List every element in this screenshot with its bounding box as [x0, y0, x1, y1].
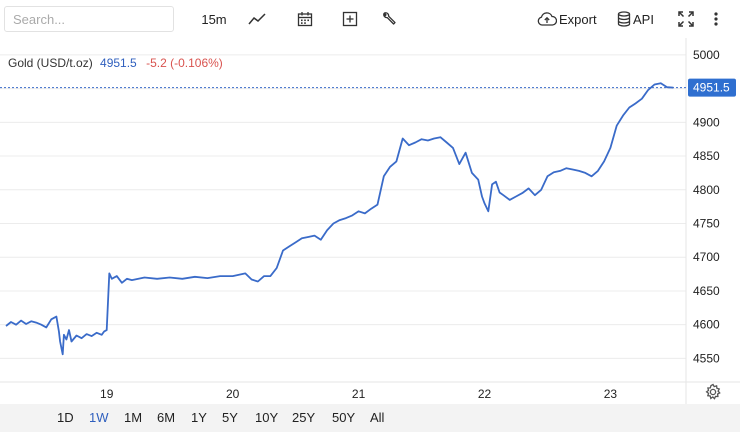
legend-change: -5.2 (-0.106%) — [146, 56, 223, 70]
range-button-1w[interactable]: 1W — [89, 410, 109, 425]
range-button-5y[interactable]: 5Y — [222, 410, 238, 425]
y-tick-label: 5000 — [693, 48, 720, 62]
x-tick-label: 22 — [478, 387, 492, 401]
price-chart[interactable]: 19 20 21 22 23 4550 4600 4650 4700 4750 4800 4850 4… — [0, 38, 740, 404]
last-price-tag: 4951.5 — [688, 78, 736, 97]
range-button-10y[interactable]: 10Y — [255, 410, 279, 425]
y-tick-label: 4650 — [693, 284, 720, 298]
toolbar: 15m Export API — [0, 0, 740, 38]
search-input[interactable] — [4, 6, 174, 32]
price-series-line — [5, 82, 674, 356]
range-button-1y[interactable]: 1Y — [191, 410, 207, 425]
x-tick-label: 23 — [604, 387, 618, 401]
gear-icon[interactable] — [704, 383, 722, 401]
interval-selector[interactable]: 15m — [201, 11, 227, 27]
y-tick-label: 4550 — [693, 351, 720, 365]
database-icon[interactable] — [616, 9, 632, 29]
x-axis: 19 20 21 22 23 — [100, 387, 617, 401]
legend-symbol: Gold (USD/t.oz) — [8, 56, 93, 70]
range-bar — [0, 404, 740, 432]
last-price-tag-bg — [688, 78, 736, 97]
y-tick-label: 4800 — [693, 183, 720, 197]
grid-lines — [0, 38, 740, 404]
api-button[interactable]: API — [633, 11, 654, 27]
more-vertical-icon[interactable] — [708, 9, 724, 29]
cloud-upload-icon[interactable] — [536, 9, 558, 29]
fullscreen-icon[interactable] — [676, 9, 696, 29]
y-tick-label: 4700 — [693, 250, 720, 264]
range-button-6m[interactable]: 6M — [157, 410, 176, 425]
wrench-icon[interactable] — [378, 9, 400, 29]
range-button-1d[interactable]: 1D — [57, 410, 74, 425]
y-tick-label: 4850 — [693, 149, 720, 163]
calendar-icon[interactable] — [294, 9, 316, 29]
range-button-1m[interactable]: 1M — [124, 410, 143, 425]
range-button-50y[interactable]: 50Y — [332, 410, 356, 425]
legend-last-price: 4951.5 — [100, 56, 137, 70]
y-axis: 4550460046504700475048004850490049505000 — [693, 48, 720, 366]
x-tick-label: 21 — [352, 387, 366, 401]
range-button-all[interactable]: All — [370, 410, 385, 425]
y-tick-label: 4750 — [693, 216, 720, 230]
last-price-tag-label: 4951.5 — [693, 81, 730, 95]
plus-square-icon[interactable] — [339, 9, 361, 29]
export-button[interactable]: Export — [559, 11, 597, 27]
x-tick-label: 20 — [226, 387, 240, 401]
range-button-25y[interactable]: 25Y — [292, 410, 316, 425]
x-tick-label: 19 — [100, 387, 114, 401]
line-chart-icon[interactable] — [246, 9, 268, 29]
y-tick-label: 4600 — [693, 318, 720, 332]
y-tick-label: 4900 — [693, 115, 720, 129]
chart-legend: Gold (USD/t.oz) 4951.5 -5.2 (-0.106%) — [8, 56, 223, 70]
